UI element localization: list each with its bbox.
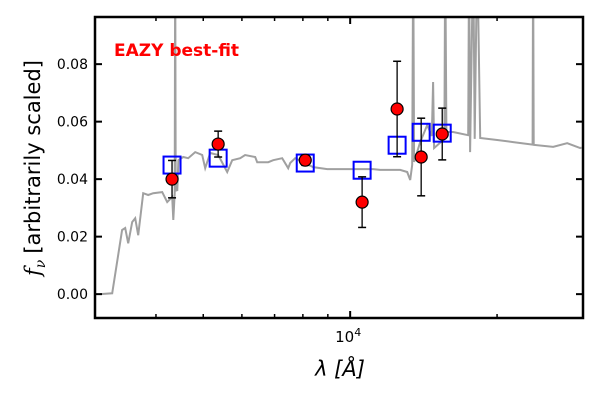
y-tick-label: 0.04: [57, 172, 88, 188]
model-spectrum-line: [100, 17, 582, 296]
y-tick-label: 0.08: [57, 57, 88, 73]
observed-flux-point: [414, 150, 428, 164]
y-axis-label: fν[arbitrarily scaled]: [21, 60, 49, 278]
observed-flux-point: [298, 153, 312, 167]
observed-flux-point: [355, 195, 369, 209]
annotation: EAZY best-fit: [114, 41, 239, 61]
observed-flux-point: [211, 137, 225, 151]
y-tick-label: 0.00: [57, 287, 88, 303]
observed-flux-point: [390, 102, 404, 116]
y-tick-label: 0.06: [57, 115, 88, 131]
observed-flux-point: [435, 127, 449, 141]
observed-flux-point: [165, 172, 179, 186]
plot-frame: [93, 15, 585, 320]
x-axis-label: λ [Å]: [314, 355, 365, 381]
x-tick-label: 104: [335, 326, 361, 346]
y-tick-label: 0.02: [57, 230, 88, 246]
